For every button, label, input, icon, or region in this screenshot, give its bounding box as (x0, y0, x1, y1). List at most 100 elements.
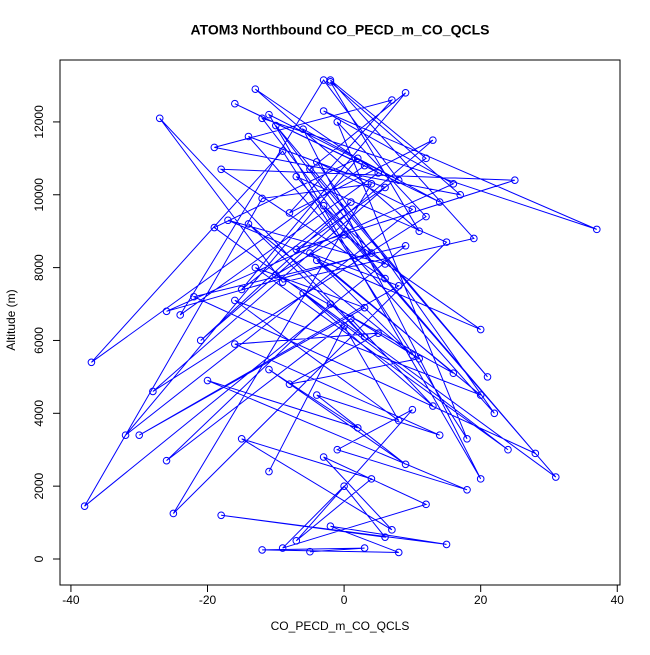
data-point (251, 263, 260, 272)
data-point (408, 351, 417, 359)
data-point (155, 114, 164, 123)
data-point (470, 234, 478, 243)
data-point (401, 460, 410, 469)
data-point (504, 445, 512, 454)
data-point (476, 475, 485, 483)
data-point (490, 409, 499, 418)
y-tick-label: 4000 (32, 400, 46, 427)
data-point (476, 325, 485, 334)
data-point (258, 194, 266, 203)
data-point (135, 431, 144, 439)
data-point (237, 434, 246, 443)
data-point (326, 522, 335, 531)
data-point (394, 176, 403, 184)
data-point (244, 132, 253, 141)
y-tick-label: 8000 (32, 254, 46, 281)
data-point (381, 183, 389, 192)
data-point (340, 482, 348, 490)
data-point (401, 88, 410, 97)
y-axis-label: Altitude (m) (4, 289, 18, 350)
x-tick-label: -20 (199, 593, 217, 607)
data-point (190, 292, 198, 301)
data-point (592, 225, 601, 234)
data-point (347, 314, 355, 323)
data-point (340, 231, 348, 239)
y-tick-label: 12000 (32, 105, 46, 139)
data-point (415, 227, 424, 235)
data-point (381, 533, 389, 541)
data-point (388, 96, 396, 104)
data-point (326, 300, 335, 308)
data-point (210, 223, 219, 232)
data-point (360, 161, 369, 170)
data-point (394, 548, 403, 557)
series-line (84, 79, 597, 553)
data-point (292, 245, 301, 254)
x-tick-label: -40 (62, 593, 80, 607)
data-point (319, 201, 328, 210)
data-point (442, 238, 451, 246)
data-point (435, 431, 444, 439)
data-point (429, 136, 437, 144)
y-tick-label: 6000 (32, 327, 46, 354)
data-point (456, 190, 464, 199)
y-tick-label: 2000 (32, 472, 46, 499)
data-point (87, 358, 96, 367)
data-point (483, 373, 492, 381)
data-point (278, 147, 287, 155)
data-point (176, 311, 184, 319)
data-point (306, 547, 314, 556)
data-point (244, 220, 253, 228)
data-point (231, 340, 239, 348)
data-point (353, 154, 362, 163)
data-point (552, 473, 560, 481)
data-point (353, 424, 362, 432)
data-point (312, 158, 321, 166)
data-point (442, 540, 451, 549)
data-point (360, 544, 369, 552)
data-point (401, 241, 410, 250)
data-point (333, 445, 342, 454)
data-point (394, 282, 403, 290)
data-point (169, 509, 178, 518)
data-point (360, 303, 369, 312)
data-point (333, 118, 342, 126)
data-point (251, 85, 260, 93)
data-point (319, 453, 328, 461)
data-point (463, 485, 471, 494)
chart-title: ATOM3 Northbound CO_PECD_m_CO_QCLS (191, 22, 490, 38)
data-point (511, 176, 519, 184)
data-point (292, 536, 301, 545)
data-point (422, 154, 430, 163)
data-point (415, 354, 424, 363)
data-point (278, 278, 287, 286)
data-point (340, 322, 348, 330)
data-point (394, 416, 403, 425)
data-point (367, 475, 376, 483)
data-point (237, 285, 246, 294)
y-tick-label: 0 (32, 555, 46, 562)
data-point (306, 165, 314, 174)
data-point (278, 544, 287, 552)
data-point (435, 198, 444, 206)
y-tick-label: 10000 (32, 178, 46, 212)
data-point (429, 402, 437, 410)
data-point (408, 205, 417, 214)
data-point (388, 526, 396, 534)
data-point (306, 249, 314, 257)
data-point (272, 271, 280, 279)
data-point (80, 502, 89, 510)
data-point (258, 546, 266, 554)
data-point (149, 387, 157, 396)
data-point (476, 391, 485, 399)
data-point (374, 169, 383, 177)
data-point (422, 500, 430, 509)
x-tick-label: 20 (474, 593, 488, 607)
data-point (299, 125, 307, 134)
data-point (231, 99, 239, 108)
x-axis-label: CO_PECD_m_CO_QCLS (271, 619, 410, 633)
data-point (162, 307, 171, 316)
data-point (231, 296, 239, 305)
data-point (381, 260, 389, 268)
